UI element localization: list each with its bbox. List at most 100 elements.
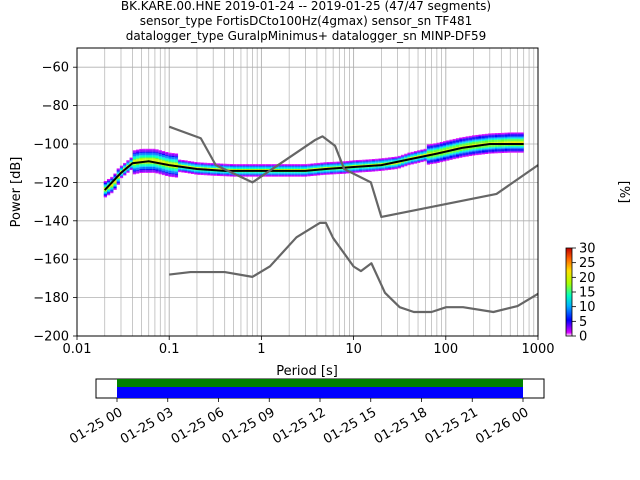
density-cell — [142, 167, 146, 168]
density-cell — [155, 152, 159, 154]
density-cell — [287, 173, 292, 175]
density-cell — [342, 163, 347, 165]
density-cell — [297, 168, 301, 169]
density-cell — [313, 165, 317, 167]
density-cell — [481, 142, 485, 144]
density-cell — [265, 168, 269, 169]
density-cell — [394, 163, 398, 165]
density-cell — [517, 134, 521, 136]
density-cell — [481, 135, 485, 137]
density-cell — [449, 151, 453, 153]
density-cell — [465, 141, 469, 143]
density-cell — [132, 172, 137, 174]
density-cell — [307, 172, 311, 174]
density-cell — [449, 153, 453, 155]
density-cell — [520, 146, 524, 148]
density-cell — [165, 158, 169, 160]
density-cell — [346, 162, 350, 164]
density-cell — [478, 153, 482, 155]
density-cell — [190, 162, 195, 164]
density-cell — [378, 167, 382, 169]
density-cell — [129, 169, 133, 171]
density-cell — [148, 152, 153, 154]
density-cell — [265, 164, 269, 166]
density-cell — [494, 134, 498, 136]
density-cell — [316, 174, 321, 176]
density-cell — [174, 162, 179, 164]
density-cell — [329, 166, 334, 168]
density-cell — [307, 166, 311, 168]
density-cell — [320, 173, 324, 175]
density-cell — [459, 151, 463, 152]
density-cell — [349, 160, 353, 162]
density-cell — [232, 174, 237, 176]
density-cell — [455, 144, 460, 145]
density-cell — [252, 166, 256, 168]
density-cell — [491, 145, 495, 147]
density-cell — [520, 151, 524, 153]
density-cell — [362, 164, 366, 166]
density-cell — [320, 170, 324, 172]
density-cell — [287, 174, 292, 176]
density-cell — [394, 160, 398, 162]
density-cell — [329, 164, 334, 166]
density-cell — [417, 155, 421, 157]
density-cell — [148, 155, 153, 157]
density-cell — [129, 159, 133, 161]
density-cell — [307, 168, 311, 170]
density-cell — [507, 145, 511, 147]
density-cell — [220, 172, 224, 174]
density-cell — [174, 155, 179, 157]
density-cell — [129, 168, 133, 170]
density-cell — [161, 155, 166, 157]
density-cell — [297, 164, 301, 166]
density-cell — [216, 171, 221, 173]
density-cell — [381, 165, 385, 167]
density-cell — [139, 164, 143, 166]
density-cell — [475, 153, 479, 155]
density-cell — [165, 175, 169, 176]
density-cell — [349, 168, 353, 170]
density-cell — [365, 160, 369, 162]
density-cell — [510, 132, 515, 134]
density-cell — [504, 149, 508, 151]
density-cell — [310, 164, 314, 166]
density-cell — [255, 168, 259, 169]
density-cell — [472, 146, 476, 148]
colorbar-tick-label: 5 — [579, 315, 587, 330]
density-cell — [510, 140, 515, 142]
density-cell — [446, 140, 450, 142]
density-cell — [452, 154, 456, 156]
density-cell — [517, 144, 521, 146]
density-cell — [223, 165, 227, 167]
density-cell — [320, 165, 324, 167]
density-cell — [491, 141, 495, 143]
density-cell — [187, 170, 191, 172]
density-cell — [472, 143, 476, 145]
density-cell — [362, 169, 366, 171]
density-cell — [168, 154, 172, 156]
density-cell — [161, 174, 166, 176]
density-cell — [242, 171, 246, 173]
density-cell — [171, 156, 175, 158]
density-cell — [520, 138, 524, 140]
density-cell — [426, 151, 431, 153]
density-cell — [258, 174, 263, 176]
density-cell — [213, 173, 217, 175]
density-cell — [158, 160, 162, 162]
density-cell — [265, 168, 269, 170]
density-cell — [452, 158, 456, 160]
density-cell — [113, 175, 117, 177]
density-cell — [497, 147, 502, 149]
density-cell — [478, 148, 482, 150]
density-cell — [501, 137, 505, 139]
density-cell — [316, 166, 321, 168]
density-cell — [245, 164, 250, 166]
density-cell — [132, 154, 137, 156]
density-cell — [407, 163, 411, 165]
density-cell — [494, 146, 498, 148]
density-cell — [139, 148, 143, 150]
density-cell — [294, 175, 298, 177]
density-cell — [462, 152, 466, 154]
density-cell — [336, 162, 340, 164]
